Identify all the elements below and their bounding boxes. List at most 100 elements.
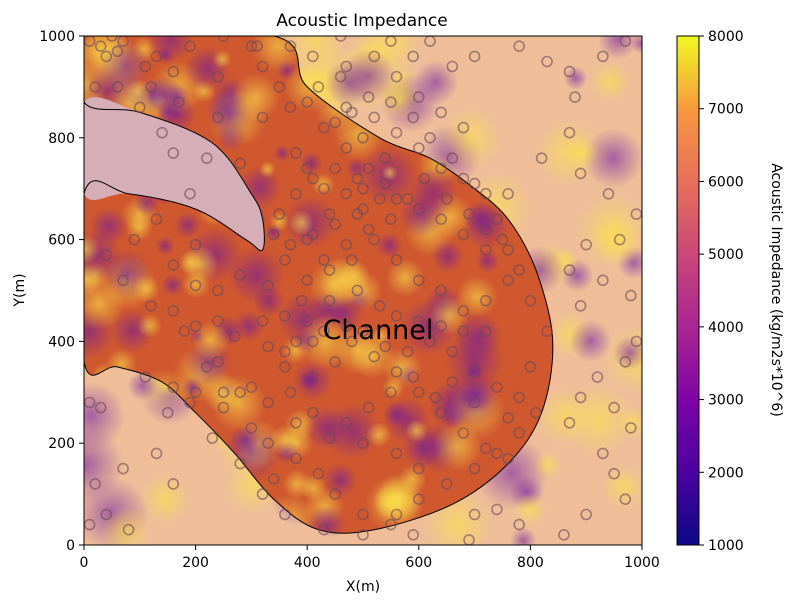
- well-marker: [217, 386, 230, 399]
- texture-blob: [381, 165, 398, 181]
- well-marker: [412, 142, 425, 154]
- well-marker: [150, 447, 163, 460]
- well-marker: [345, 254, 358, 266]
- texture-blob: [376, 232, 403, 259]
- well-marker: [312, 467, 325, 480]
- texture-blob: [180, 245, 219, 284]
- texture-blob: [431, 239, 464, 273]
- well-marker: [318, 182, 330, 195]
- well-marker: [390, 447, 403, 460]
- well-marker: [385, 386, 397, 399]
- texture-blob: [341, 49, 396, 103]
- well-marker: [468, 462, 481, 475]
- y-tick-label: 600: [48, 233, 75, 249]
- texture-blob: [274, 145, 291, 162]
- well-marker: [385, 213, 397, 225]
- well-marker: [295, 294, 308, 307]
- colorbar-tick-label: 4000: [708, 320, 744, 336]
- well-marker: [117, 462, 129, 475]
- well-marker: [178, 325, 191, 338]
- well-marker: [435, 320, 447, 332]
- well-marker: [502, 411, 514, 424]
- texture-blob: [569, 319, 612, 363]
- well-marker: [368, 233, 381, 246]
- well-marker: [345, 335, 358, 348]
- well-marker: [424, 335, 436, 348]
- well-marker: [407, 111, 420, 124]
- well-marker: [412, 315, 425, 327]
- well-marker: [284, 386, 297, 399]
- texture-blob: [161, 274, 184, 297]
- texture-blob: [289, 210, 315, 236]
- well-marker: [329, 218, 341, 231]
- well-marker: [279, 345, 291, 358]
- well-marker: [217, 401, 230, 414]
- well-marker: [390, 310, 403, 322]
- well-marker: [334, 36, 347, 42]
- well-marker: [89, 81, 101, 93]
- well-marker: [245, 40, 258, 53]
- well-marker: [351, 284, 364, 297]
- texture-blob: [269, 424, 302, 457]
- well-marker: [156, 126, 168, 139]
- well-marker: [290, 147, 302, 159]
- well-marker: [139, 371, 152, 383]
- plot-area: [84, 36, 642, 545]
- texture-blob: [429, 295, 469, 335]
- texture-blob: [232, 73, 280, 122]
- well-marker: [256, 488, 269, 500]
- well-marker: [608, 467, 620, 480]
- well-marker: [479, 223, 492, 236]
- well-marker: [630, 335, 642, 348]
- channel-outline: [84, 36, 554, 534]
- well-marker: [212, 70, 224, 83]
- well-marker: [513, 518, 526, 531]
- texture-blob: [202, 372, 243, 414]
- well-marker: [340, 142, 353, 154]
- well-marker: [318, 121, 330, 134]
- well-marker: [412, 386, 425, 399]
- well-marker: [513, 427, 526, 439]
- well-marker: [351, 172, 364, 185]
- well-marker: [502, 274, 514, 287]
- well-marker: [306, 172, 319, 185]
- well-marker: [468, 508, 481, 521]
- well-marker: [184, 188, 196, 200]
- well-marker: [580, 508, 593, 521]
- well-marker: [424, 132, 436, 144]
- well-marker: [334, 70, 347, 83]
- well-marker: [329, 162, 341, 175]
- well-marker: [563, 126, 576, 139]
- well-marker: [256, 315, 269, 327]
- well-marker: [323, 294, 336, 307]
- well-marker: [401, 193, 414, 205]
- well-markers: [84, 36, 642, 545]
- well-marker: [390, 366, 403, 378]
- colorbar-label: Acoustic Impedance (kg/m2s*10^6): [768, 163, 784, 417]
- well-marker: [323, 264, 336, 276]
- well-marker: [212, 111, 224, 124]
- well-marker: [368, 350, 381, 363]
- well-marker: [173, 96, 185, 108]
- well-marker: [256, 111, 269, 124]
- well-marker: [284, 40, 297, 53]
- y-tick-label: 1000: [39, 29, 75, 45]
- well-marker: [357, 325, 369, 338]
- well-marker: [368, 111, 381, 124]
- well-marker: [256, 60, 269, 73]
- well-marker: [245, 422, 258, 434]
- texture-blob: [398, 465, 427, 494]
- well-marker: [150, 50, 163, 63]
- well-marker: [574, 167, 587, 180]
- well-marker: [468, 396, 481, 409]
- x-tick-label: 200: [182, 555, 209, 571]
- well-marker: [189, 386, 202, 399]
- x-axis: 0 200 400 600 800 1000: [80, 545, 660, 571]
- well-marker: [262, 396, 274, 409]
- well-marker: [345, 106, 358, 119]
- well-marker: [597, 274, 609, 287]
- well-marker: [502, 452, 514, 465]
- well-marker: [340, 60, 353, 73]
- well-marker: [390, 70, 403, 83]
